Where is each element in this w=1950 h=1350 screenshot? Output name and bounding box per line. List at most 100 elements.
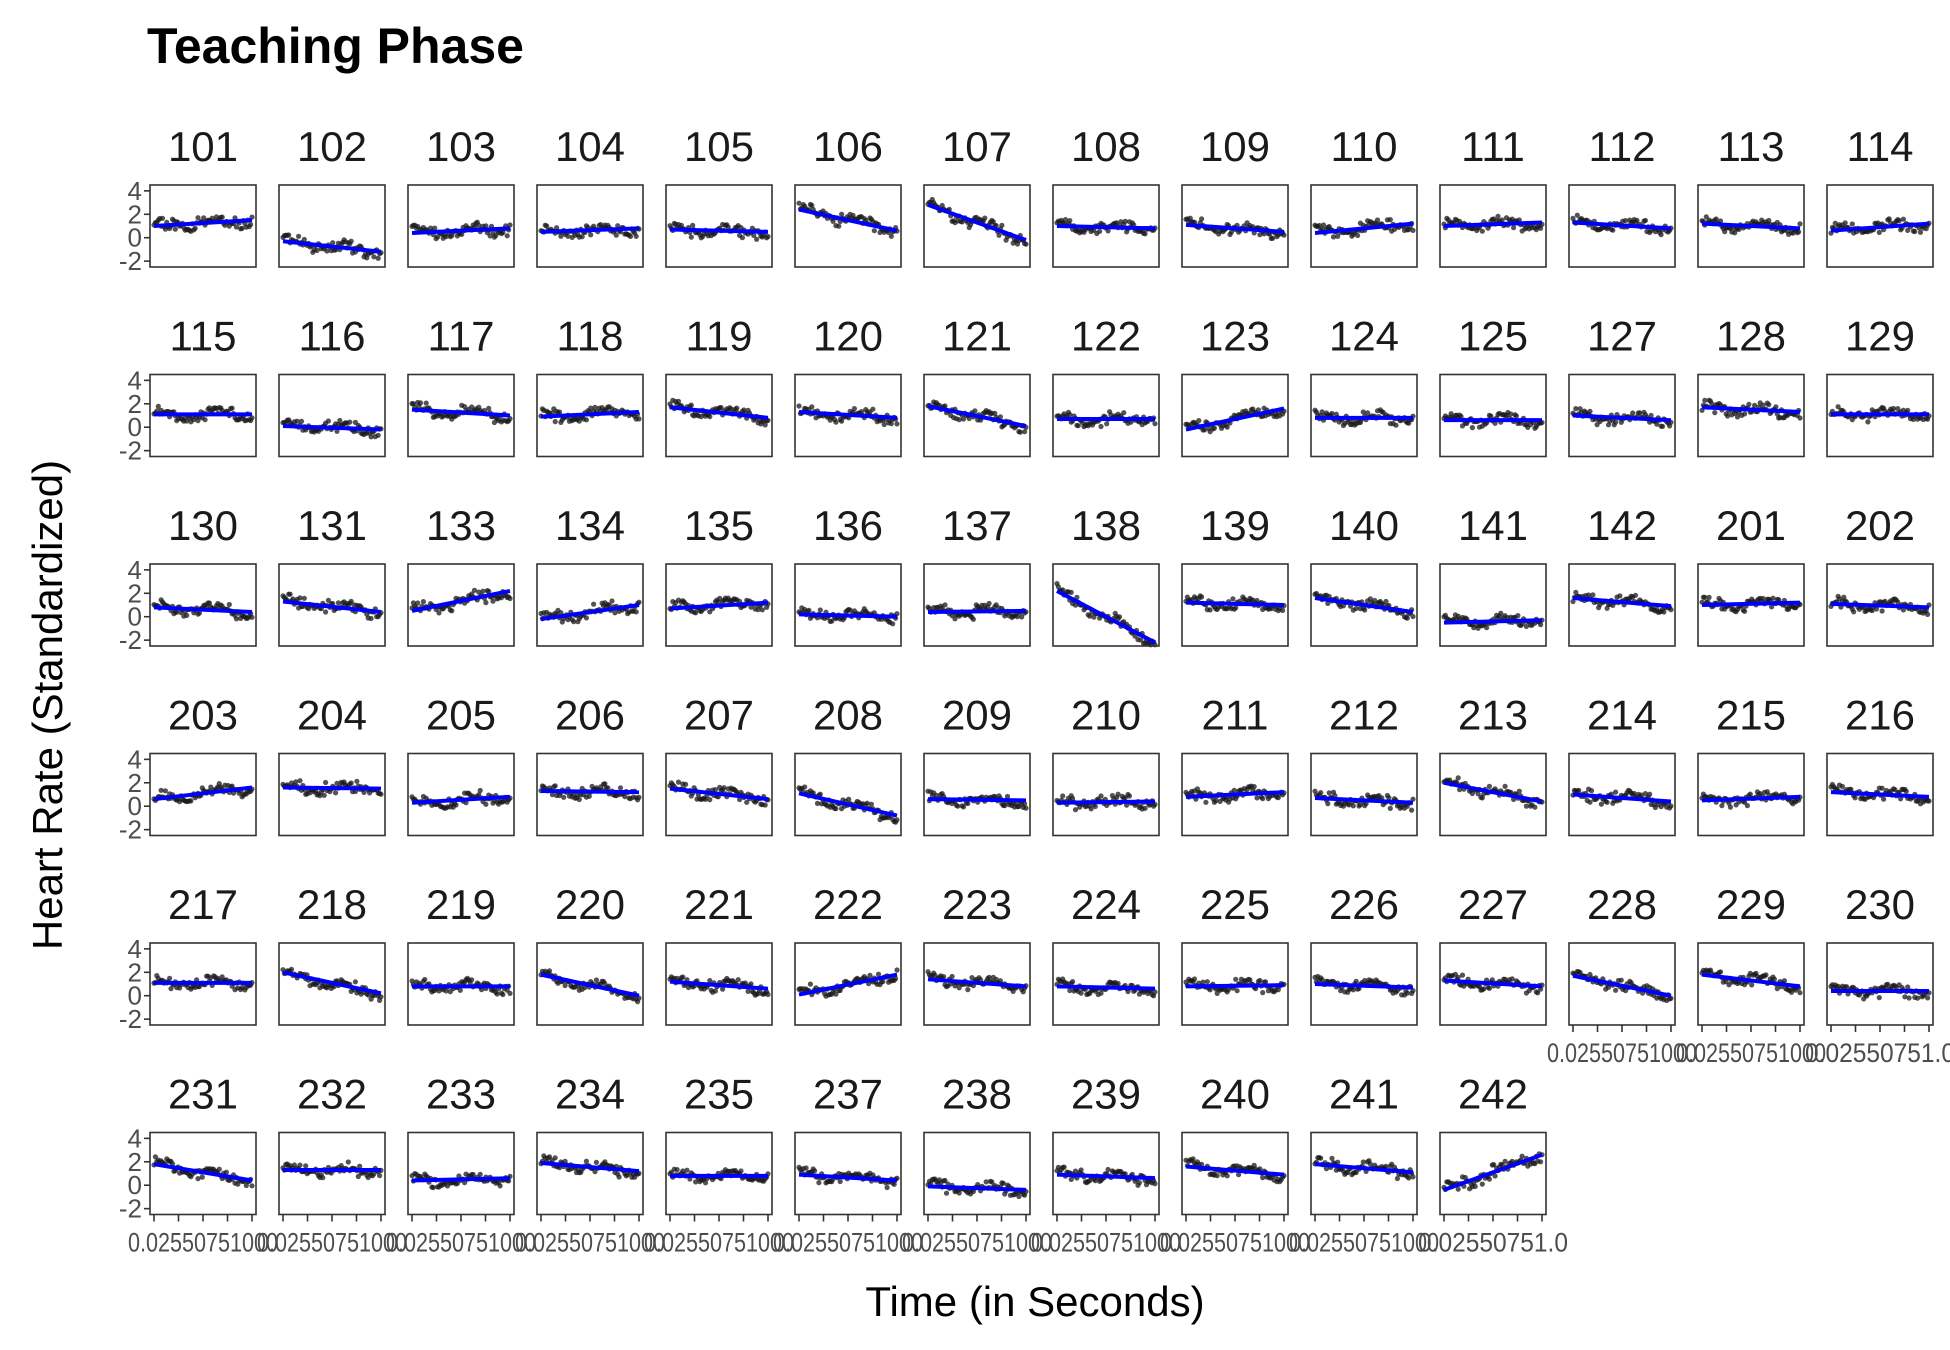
panel-label: 219 bbox=[426, 881, 496, 928]
fit-line bbox=[411, 407, 511, 418]
fit-line bbox=[1185, 222, 1285, 234]
y-tick-label: 0 bbox=[128, 412, 142, 442]
data-point bbox=[881, 421, 887, 428]
data-point bbox=[469, 977, 475, 983]
data-point bbox=[174, 609, 180, 615]
data-point bbox=[1367, 596, 1373, 602]
data-point bbox=[172, 226, 178, 232]
data-point bbox=[296, 233, 302, 239]
panel-frame bbox=[923, 563, 1031, 647]
fit-line bbox=[1572, 595, 1672, 609]
panel-136: 136 bbox=[794, 502, 902, 647]
data-point bbox=[378, 791, 384, 797]
fit-line bbox=[927, 608, 1027, 615]
data-point bbox=[159, 215, 166, 221]
data-point bbox=[1254, 795, 1260, 801]
y-tick-label: 4 bbox=[128, 744, 142, 774]
fit-line bbox=[1056, 984, 1156, 991]
panel-223: 223 bbox=[923, 881, 1031, 1026]
data-point bbox=[184, 612, 190, 619]
data-point bbox=[806, 607, 812, 614]
data-point bbox=[1896, 218, 1902, 224]
fit-line bbox=[1830, 601, 1930, 610]
data-point bbox=[956, 417, 962, 423]
data-point bbox=[1873, 606, 1879, 612]
fit-line bbox=[1056, 224, 1156, 231]
y-tick-label: -2 bbox=[119, 436, 142, 466]
data-point bbox=[622, 794, 628, 800]
data-point bbox=[352, 979, 358, 985]
fit-line bbox=[153, 218, 253, 228]
data-point bbox=[507, 990, 513, 997]
data-point bbox=[735, 977, 741, 983]
data-point bbox=[1903, 788, 1909, 795]
data-point bbox=[546, 968, 553, 974]
data-point bbox=[864, 800, 870, 806]
data-point bbox=[1869, 607, 1875, 614]
data-point bbox=[1632, 592, 1639, 598]
panel-103: 103 bbox=[407, 123, 515, 268]
data-point bbox=[491, 419, 497, 426]
fit-line bbox=[540, 409, 640, 419]
fit-line bbox=[282, 424, 382, 432]
panel-frame bbox=[1310, 563, 1418, 647]
panel-frame bbox=[1310, 184, 1418, 268]
data-point bbox=[1925, 611, 1931, 618]
data-point bbox=[858, 409, 865, 415]
data-point bbox=[839, 211, 845, 217]
panel-label: 102 bbox=[297, 123, 367, 170]
panel-frame bbox=[1439, 563, 1547, 647]
panel-frame bbox=[407, 752, 515, 837]
data-point bbox=[894, 967, 900, 973]
data-point bbox=[1374, 217, 1381, 223]
panel-label: 204 bbox=[297, 692, 367, 739]
panel-frame bbox=[1310, 752, 1418, 837]
panel-107: 107 bbox=[923, 123, 1031, 268]
data-point bbox=[1752, 402, 1758, 408]
data-point bbox=[1712, 410, 1718, 416]
data-point bbox=[1459, 972, 1466, 978]
data-point bbox=[558, 233, 564, 239]
data-point bbox=[286, 232, 292, 238]
y-tick-label: 0 bbox=[128, 602, 142, 632]
data-point bbox=[836, 223, 842, 229]
data-point bbox=[1905, 407, 1911, 413]
data-point bbox=[1325, 801, 1331, 807]
data-point bbox=[942, 602, 948, 608]
data-point bbox=[1142, 231, 1148, 237]
panel-125: 125 bbox=[1439, 313, 1547, 458]
fit-line bbox=[540, 788, 640, 795]
panel-227: 227 bbox=[1439, 881, 1547, 1026]
panel-label: 104 bbox=[555, 123, 625, 170]
data-point bbox=[486, 588, 492, 595]
data-point bbox=[249, 614, 255, 620]
data-point bbox=[1231, 787, 1237, 793]
panel-label: 113 bbox=[1718, 123, 1785, 170]
panel-124: 124 bbox=[1310, 313, 1418, 458]
data-point bbox=[1121, 410, 1127, 416]
panel-frame bbox=[1310, 373, 1418, 458]
fit-line bbox=[927, 203, 1027, 242]
panel-label: 117 bbox=[428, 313, 495, 360]
fit-line bbox=[282, 599, 382, 615]
data-point bbox=[712, 787, 719, 793]
data-point bbox=[1479, 228, 1485, 234]
data-point bbox=[1538, 225, 1544, 231]
data-point bbox=[1760, 402, 1766, 408]
data-point bbox=[633, 609, 639, 615]
panel-131: 131 bbox=[278, 502, 386, 647]
panel-121: 121 bbox=[923, 313, 1031, 458]
data-point bbox=[1623, 218, 1629, 224]
panel-frame bbox=[665, 563, 773, 647]
data-point bbox=[507, 222, 513, 228]
data-point bbox=[1851, 609, 1857, 615]
fit-line bbox=[1701, 221, 1801, 231]
data-point bbox=[1387, 805, 1393, 812]
data-point bbox=[1078, 990, 1084, 996]
data-point bbox=[1142, 805, 1148, 811]
fit-line bbox=[1443, 618, 1543, 625]
data-point bbox=[1191, 976, 1198, 982]
data-point bbox=[1410, 796, 1416, 802]
fit-line bbox=[798, 409, 898, 420]
panel-frame bbox=[278, 752, 386, 837]
